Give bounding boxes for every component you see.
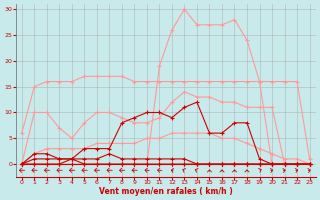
X-axis label: Vent moyen/en rafales ( km/h ): Vent moyen/en rafales ( km/h ) bbox=[99, 187, 233, 196]
